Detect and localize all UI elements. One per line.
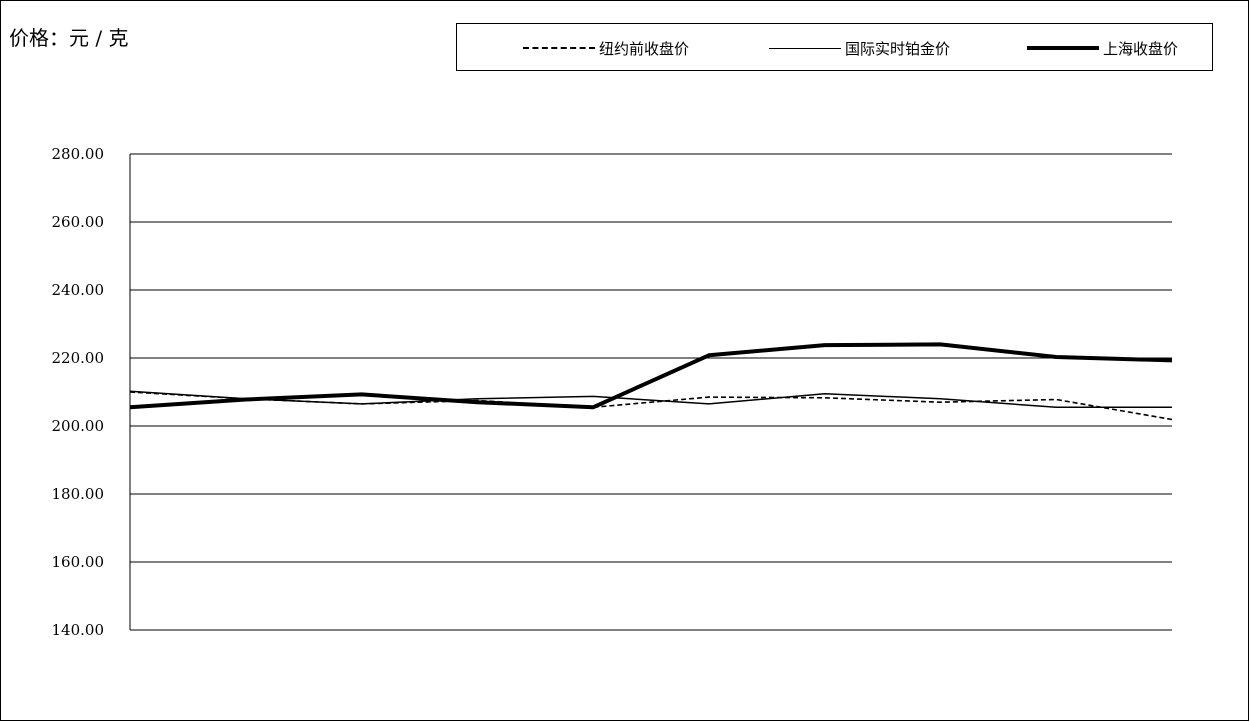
legend: 纽约前收盘价 国际实时铂金价 上海收盘价 <box>456 23 1213 71</box>
y-tick-label-2: 240.00 <box>52 281 105 299</box>
y-tick-label-7: 140.00 <box>52 621 105 639</box>
gridlines <box>129 153 1172 631</box>
legend-swatch-thin <box>769 47 841 49</box>
y-tick-label-3: 220.00 <box>52 349 105 367</box>
y-tick-label-6: 160.00 <box>52 553 105 571</box>
series-line-2 <box>129 342 1173 410</box>
series-line-0 <box>129 391 1173 421</box>
legend-swatch-dashed <box>523 47 595 49</box>
legend-item-sh: 上海收盘价 <box>1027 38 1178 58</box>
legend-label-intl: 国际实时铂金价 <box>845 39 951 58</box>
y-tick-labels: 280.00 260.00 240.00 220.00 200.00 180.00 160.… <box>52 145 105 639</box>
y-tick-label-1: 260.00 <box>52 213 105 231</box>
y-tick-label-5: 180.00 <box>52 485 105 503</box>
y-tick-label-4: 200.00 <box>52 417 105 435</box>
series-line-1 <box>129 390 1172 409</box>
legend-item-intl: 国际实时铂金价 <box>769 38 950 58</box>
legend-label-ny: 纽约前收盘价 <box>599 39 690 58</box>
y-tick-label-0: 280.00 <box>52 145 105 163</box>
legend-swatch-thick <box>1027 46 1099 50</box>
series-lines <box>129 342 1173 421</box>
legend-label-sh: 上海收盘价 <box>1103 39 1179 58</box>
legend-item-ny: 纽约前收盘价 <box>523 38 689 58</box>
y-axis-unit-label: 价格：元 / 克 <box>9 26 129 50</box>
